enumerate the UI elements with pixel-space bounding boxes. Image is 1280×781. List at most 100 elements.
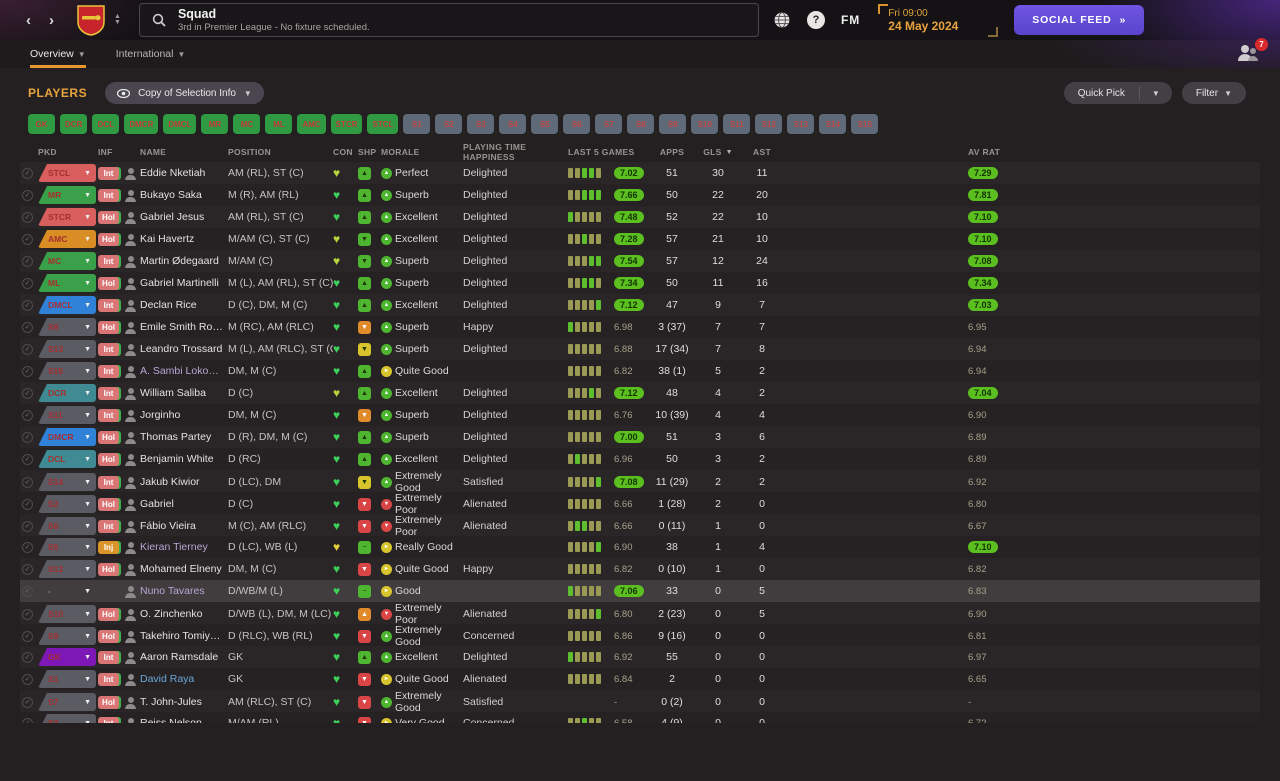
player-name[interactable]: Eddie Nketiah [140,167,206,179]
row-check-icon[interactable]: ✓ [22,233,33,245]
table-row[interactable]: ✓ S7 ▼ Hol T. John-Jules AM (RLC), ST (C) ♥ ▼ ▲ E… [20,690,1260,714]
player-name[interactable]: Benjamin White [140,453,214,465]
row-check-icon[interactable]: ✓ [22,321,33,333]
info-badge[interactable]: Int [98,254,119,268]
info-badge[interactable]: Inj [98,540,119,554]
player-name[interactable]: T. John-Jules [140,696,202,708]
info-badge[interactable]: Hol [98,320,119,334]
team-switcher-icon[interactable]: ▲ ▼ [114,13,121,26]
info-badge[interactable]: Int [98,342,119,356]
pkd-position-dropdown[interactable]: S14 ▼ [38,473,96,491]
info-badge[interactable]: Int [98,386,119,400]
pkd-position-dropdown[interactable]: S7 ▼ [38,693,96,711]
tab-overview[interactable]: Overview ▼ [30,40,86,68]
player-name[interactable]: Mohamed Elneny [140,563,222,575]
pkd-position-dropdown[interactable]: S12 ▼ [38,560,96,578]
pkd-position-dropdown[interactable]: - ▼ [38,582,96,600]
position-filter-s11[interactable]: S11 [723,114,751,134]
player-name[interactable]: Emile Smith Rowe [140,321,226,333]
club-crest-icon[interactable] [76,4,106,36]
row-check-icon[interactable]: ✓ [22,409,33,421]
row-check-icon[interactable]: ✓ [22,498,33,510]
row-check-icon[interactable]: ✓ [22,520,33,532]
header-gls[interactable]: GLS ▼ [703,147,733,157]
row-check-icon[interactable]: ✓ [22,431,33,443]
pkd-position-dropdown[interactable]: STCR ▼ [38,208,96,226]
row-check-icon[interactable]: ✓ [22,585,33,597]
header-happiness[interactable]: PLAYING TIME HAPPINESS [463,142,527,162]
position-filter-s3[interactable]: S3 [467,114,495,134]
table-row[interactable]: ✓ STCL ▼ Int Eddie Nketiah AM (RL), ST (C) ♥ ▲ ▲… [20,162,1260,184]
player-name[interactable]: Kai Havertz [140,233,195,245]
table-row[interactable]: ✓ DCL ▼ Hol Benjamin White D (RC) ♥ ▲ ▲ Excellent… [20,448,1260,470]
pkd-position-dropdown[interactable]: AMC ▼ [38,230,96,248]
pkd-position-dropdown[interactable]: S8 ▼ [38,318,96,336]
back-arrow-icon[interactable]: ‹ [26,11,31,29]
position-filter-s12[interactable]: S12 [755,114,783,134]
position-filter-s2[interactable]: S2 [435,114,463,134]
pkd-position-dropdown[interactable]: S1 ▼ [38,670,96,688]
header-name[interactable]: NAME [140,147,167,157]
pkd-position-dropdown[interactable]: DCR ▼ [38,384,96,402]
pkd-position-dropdown[interactable]: S5 ▼ [38,538,96,556]
player-name[interactable]: Declan Rice [140,299,197,311]
position-filter-s10[interactable]: S10 [691,114,719,134]
position-filter-dmcl[interactable]: DMCL [163,114,197,134]
row-check-icon[interactable]: ✓ [22,211,33,223]
filter-button[interactable]: Filter ▼ [1181,82,1246,104]
row-check-icon[interactable]: ✓ [22,189,33,201]
social-feed-button[interactable]: SOCIAL FEED » [1014,5,1145,35]
position-filter-dcl[interactable]: DCL [92,114,120,134]
row-check-icon[interactable]: ✓ [22,299,33,311]
row-check-icon[interactable]: ✓ [22,541,33,553]
row-check-icon[interactable]: ✓ [22,673,33,685]
table-row[interactable]: ✓ AMC ▼ Hol Kai Havertz M/AM (C), ST (C) ♥ ▼ ▲ Ex… [20,228,1260,250]
pkd-position-dropdown[interactable]: GK ▼ [38,648,96,666]
table-row[interactable]: ✓ S11 ▼ Int Jorginho DM, M (C) ♥ ▼ ▲ Superb Deligh… [20,404,1260,426]
position-filter-s7[interactable]: S7 [595,114,623,134]
pkd-position-dropdown[interactable]: DMCL ▼ [38,296,96,314]
table-row[interactable]: ✓ S12 ▼ Hol Mohamed Elneny DM, M (C) ♥ ▼ ► Quite … [20,558,1260,580]
header-inf[interactable]: INF [98,147,113,157]
table-row[interactable]: ✓ S8 ▼ Hol Emile Smith Rowe M (RC), AM (RLC) ♥… [20,316,1260,338]
header-avrat[interactable]: AV RAT [968,147,1001,157]
info-badge[interactable]: Hol [98,562,119,576]
manager-profile-button[interactable]: 7 [1236,38,1268,65]
table-row[interactable]: ✓ MR ▼ Int Bukayo Saka M (R), AM (RL) ♥ ▲ ▲ Super… [20,184,1260,206]
row-check-icon[interactable]: ✓ [22,476,33,488]
table-row[interactable]: ✓ STCR ▼ Hol Gabriel Jesus AM (RL), ST (C) ♥ ▲ ▲… [20,206,1260,228]
player-name[interactable]: Takehiro Tomiyasu [140,630,227,642]
position-filter-amc[interactable]: AMC [297,114,326,134]
table-row[interactable]: ✓ S10 ▼ Hol O. Zinchenko D/WB (L), DM, M (LC)… [20,602,1260,626]
position-filter-dcr[interactable]: DCR [60,114,88,134]
position-filter-s5[interactable]: S5 [531,114,559,134]
player-name[interactable]: O. Zinchenko [140,608,203,620]
info-badge[interactable]: Hol [98,607,119,621]
info-badge[interactable]: Int [98,650,119,664]
row-check-icon[interactable]: ✓ [22,630,33,642]
player-name[interactable]: Jorginho [140,409,181,421]
info-badge[interactable]: Hol [98,232,119,246]
row-check-icon[interactable]: ✓ [22,387,33,399]
player-name[interactable]: Martin Ødegaard [140,255,219,267]
position-filter-s9[interactable]: S9 [659,114,687,134]
position-filter-s14[interactable]: S14 [819,114,847,134]
player-name[interactable]: Jakub Kiwior [140,476,200,488]
player-name[interactable]: Aaron Ramsdale [140,651,219,663]
info-badge[interactable]: Hol [98,629,119,643]
table-row[interactable]: ✓ S14 ▼ Int Jakub Kiwior D (LC), DM ♥ ▼ ▲ Extreme… [20,470,1260,494]
table-row[interactable]: ✓ S6 ▼ Int Fábio Vieira M (C), AM (RLC) ♥ ▼ ▼ Ext… [20,514,1260,538]
info-badge[interactable]: Int [98,716,119,723]
table-row[interactable]: ✓ S13 ▼ Int Leandro Trossard M (L), AM (RLC),… [20,338,1260,360]
header-ast[interactable]: AST [753,147,771,157]
position-filter-s6[interactable]: S6 [563,114,591,134]
info-badge[interactable]: Int [98,166,119,180]
pkd-position-dropdown[interactable]: S10 ▼ [38,605,96,623]
table-row[interactable]: ✓ S3 ▼ Int Reiss Nelson M/AM (RL) ♥ ▼ ►Very Good… [20,712,1260,723]
row-check-icon[interactable]: ✓ [22,255,33,267]
player-name[interactable]: Reiss Nelson [140,717,202,723]
table-row[interactable]: ✓ S2 ▼ Hol Gabriel D (C) ♥ ▼ ▼ Extremely Poor Alie… [20,492,1260,516]
header-apps[interactable]: APPS [659,147,685,157]
position-filter-s15[interactable]: S15 [851,114,879,134]
position-filter-gk[interactable]: GK [28,114,55,134]
